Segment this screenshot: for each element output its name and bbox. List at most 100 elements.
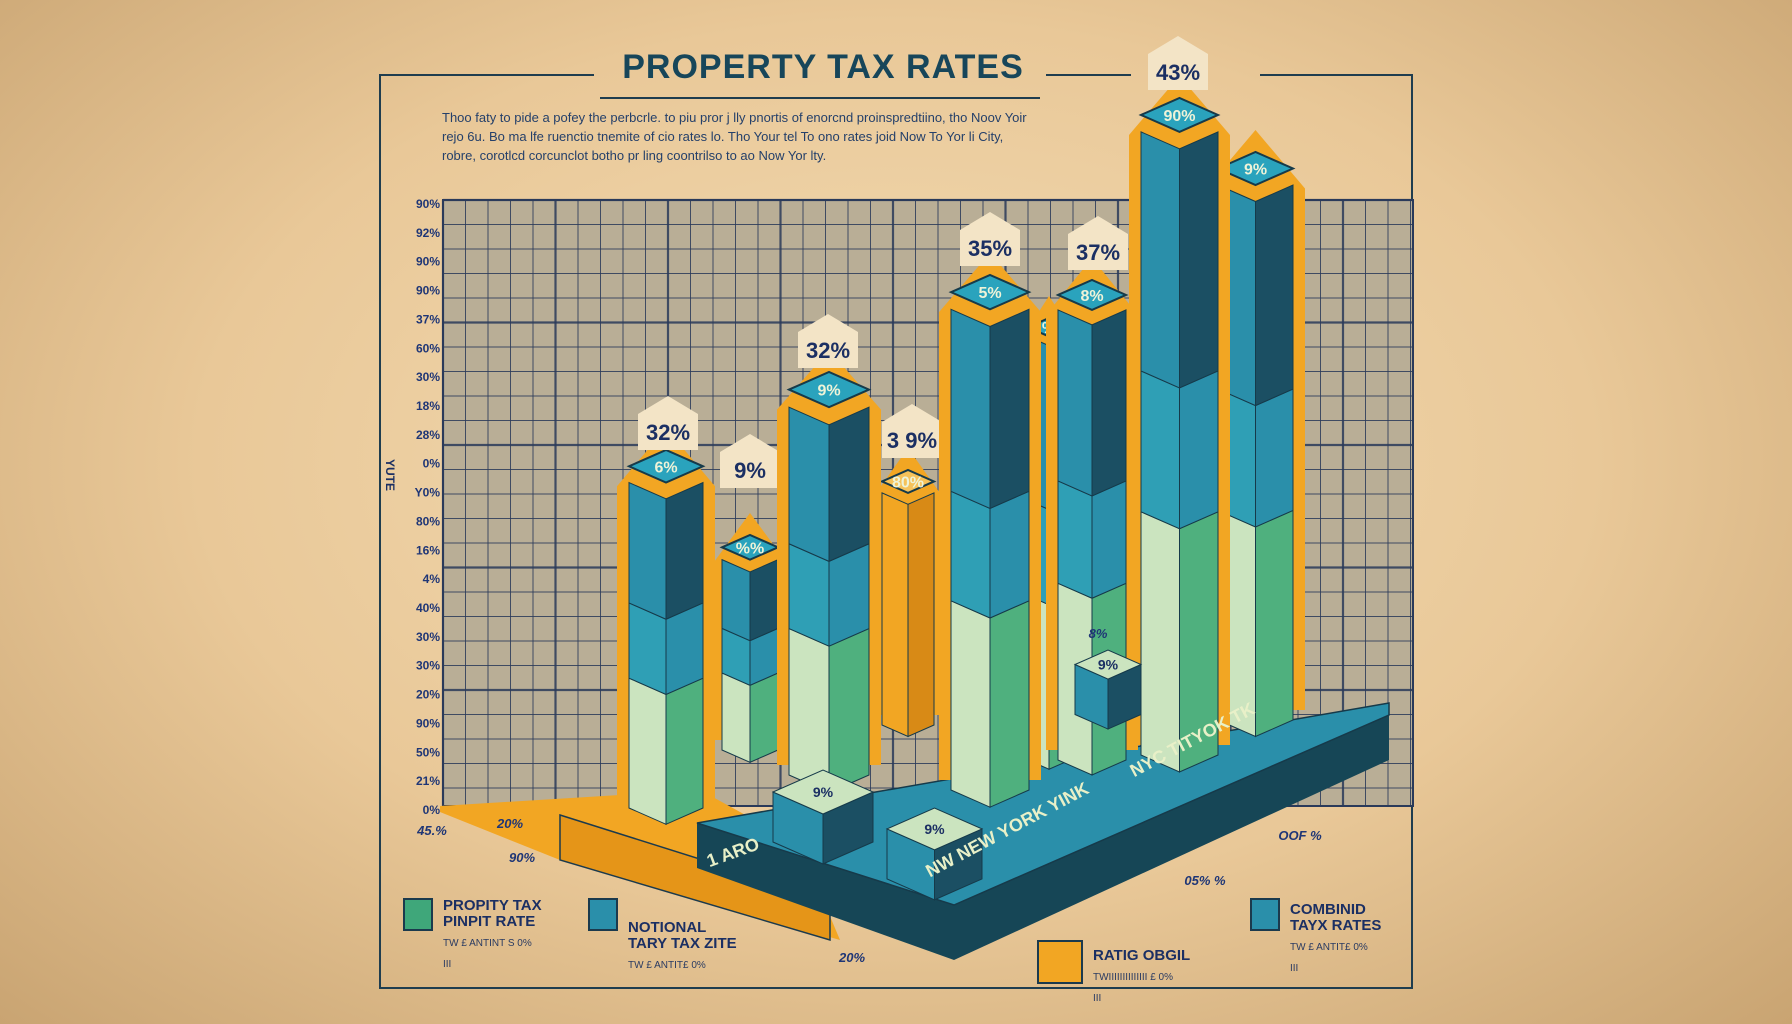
- bar-left-face: [628, 481, 667, 621]
- bar-top-face: [879, 468, 937, 494]
- legend-label: PINPIT RATE: [443, 913, 536, 930]
- bar-left-face: [1057, 480, 1093, 600]
- bar-right-face: [989, 490, 1030, 619]
- bar-value-label: 9%: [734, 458, 766, 483]
- y-tick-label: 0%: [423, 803, 441, 817]
- bar-left-face: [721, 558, 751, 642]
- block-label: 9%: [813, 784, 834, 800]
- small-block: 9%: [771, 769, 875, 865]
- bar-value-tag: [720, 434, 780, 488]
- y-tick-label: 28%: [416, 428, 440, 442]
- block-label: 9%: [924, 821, 945, 837]
- bar-cap-label: 90%: [1163, 108, 1195, 125]
- legend-subtext: III: [1290, 963, 1299, 974]
- bar: 80% 3 9%: [870, 404, 946, 738]
- bar-cap-label: 9%: [1244, 162, 1267, 179]
- bar-left-face: [950, 490, 991, 619]
- bar-value-tag: [798, 314, 858, 368]
- bar-value-tag: [1068, 216, 1128, 270]
- bar-right-face: [989, 600, 1030, 808]
- y-tick-label: 90%: [416, 716, 440, 730]
- bar-value-label: 35%: [968, 236, 1012, 261]
- bar-right-face: [1091, 309, 1127, 497]
- bar-left-face: [950, 308, 991, 510]
- bar-value-label: 43%: [1156, 60, 1200, 85]
- bar-top-face: [786, 370, 872, 409]
- legend-subtext: III: [443, 959, 452, 970]
- bar-cap-label: 9%: [817, 383, 840, 400]
- bar-left-face: [1140, 370, 1180, 530]
- description-line: Thoo faty to pide a pofey the perbcrle. …: [442, 110, 1027, 125]
- title-rule-left: [379, 74, 594, 76]
- bar-value-tag: [1148, 36, 1208, 90]
- legend-label: RATIG OBGIL: [1093, 947, 1191, 964]
- y-tick-label: Y0%: [415, 486, 441, 500]
- bar-left-face: [788, 406, 830, 563]
- y-tick-label: 20%: [416, 688, 440, 702]
- bar-left-face: [950, 600, 991, 808]
- stray-label: 8%: [1089, 626, 1108, 641]
- bar-right-face: [828, 406, 870, 563]
- y-tick-label: 80%: [416, 514, 440, 528]
- block-label: 9%: [1098, 657, 1119, 673]
- y-tick-label: 90%: [416, 255, 440, 269]
- bar: 5% 35%: [939, 212, 1041, 808]
- y-tick-label: 4%: [423, 572, 441, 586]
- bar-top-face: [1215, 150, 1296, 187]
- y-tick-label: 30%: [416, 370, 440, 384]
- bar-cap-label: 5%: [978, 285, 1001, 302]
- block-top-face: [1073, 649, 1143, 680]
- y-tick-label: 40%: [416, 601, 440, 615]
- bar-value-tag: [960, 212, 1020, 266]
- bar-top-face: [1138, 96, 1221, 133]
- y-tick-label: 90%: [416, 197, 440, 211]
- bar-cap-label: 6%: [654, 459, 677, 476]
- legend-label: COMBINID: [1290, 901, 1366, 918]
- bar-right-face: [1255, 388, 1294, 528]
- bar-right-face: [665, 677, 704, 826]
- bar-cap-label: %%: [736, 540, 764, 557]
- legend-item-ratio: RATIG OBGIL TWIIIIIIIIIIIIII £ 0% III: [1037, 940, 1190, 1004]
- legend-swatch: [588, 898, 618, 931]
- y-tick-label: 37%: [416, 312, 440, 326]
- y-tick-label: 30%: [416, 630, 440, 644]
- legend-item-combined: COMBINID TAYX RATES TW £ ANTIT£ 0% III: [1250, 898, 1381, 974]
- bar-right-face: [989, 308, 1030, 510]
- bar-left-face: [721, 672, 751, 764]
- stray-label: 45.%: [416, 823, 447, 838]
- bar-value-tag: [638, 396, 698, 450]
- legend-label: TARY TAX ZITE: [628, 935, 737, 952]
- legend-label: NOTIONAL: [628, 919, 707, 936]
- stray-label: 05% %: [1184, 873, 1226, 888]
- title-rule-right-2: [1260, 74, 1413, 76]
- legend-swatch: [1037, 940, 1083, 984]
- chart-title: PROPERTY TAX RATES: [622, 48, 1024, 86]
- bar: %% 9%: [710, 434, 790, 764]
- bar-right-face: [1091, 480, 1127, 600]
- bar-right-face: [749, 672, 779, 764]
- stray-label: 90%: [509, 850, 535, 865]
- y-tick-label: 21%: [416, 774, 440, 788]
- y-axis-label: YUTE: [383, 459, 397, 491]
- bar-top-face: [626, 448, 706, 484]
- description-line: robre, corotlcd corcunclot botho pr ling…: [442, 148, 827, 163]
- bar-top-face: [948, 273, 1032, 311]
- y-tick-label: 60%: [416, 341, 440, 355]
- legend-item-property-tax: PROPITY TAX PINPIT RATE TW £ ANTINT S 0% I…: [403, 898, 542, 970]
- y-tick-label: 30%: [416, 659, 440, 673]
- bar-right-face: [828, 627, 870, 794]
- bar-left-face: [1140, 511, 1180, 773]
- legend-subtext: III: [1093, 993, 1102, 1004]
- y-tick-label: 90%: [416, 284, 440, 298]
- block-top-face: [771, 769, 875, 815]
- bar-value-label: 32%: [646, 420, 690, 445]
- legend-subtext: TW £ ANTINT S 0%: [443, 938, 532, 949]
- bar-right-face: [1179, 370, 1219, 530]
- bar-value-tag: [882, 404, 942, 458]
- bar: 6% 32%: [617, 396, 715, 826]
- stray-label: 20%: [838, 950, 865, 965]
- y-tick-label: 16%: [416, 543, 440, 557]
- legend-label: TAYX RATES: [1290, 917, 1382, 934]
- y-tick-label: 50%: [416, 745, 440, 759]
- stray-label: 20%: [496, 816, 523, 831]
